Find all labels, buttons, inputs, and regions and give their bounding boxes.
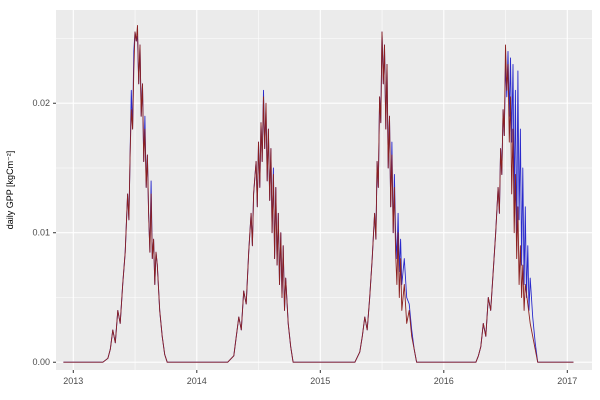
x-tick-label: 2013 [63, 376, 83, 386]
chart-layers: 0.00 0.01 0.02 2013 2014 2015 2016 2017 [32, 10, 592, 386]
x-tick-label: 2016 [434, 376, 454, 386]
plot-panel [56, 10, 592, 370]
y-axis-title: daily GPP [kgCm⁻²] [5, 151, 15, 230]
y-tick-label: 0.00 [32, 357, 50, 367]
y-tick-label: 0.01 [32, 228, 50, 238]
x-tick-label: 2015 [310, 376, 330, 386]
x-tick-label: 2017 [557, 376, 577, 386]
y-tick-label: 0.02 [32, 98, 50, 108]
x-tick-label: 2014 [187, 376, 207, 386]
darkred-series-line [63, 25, 574, 363]
